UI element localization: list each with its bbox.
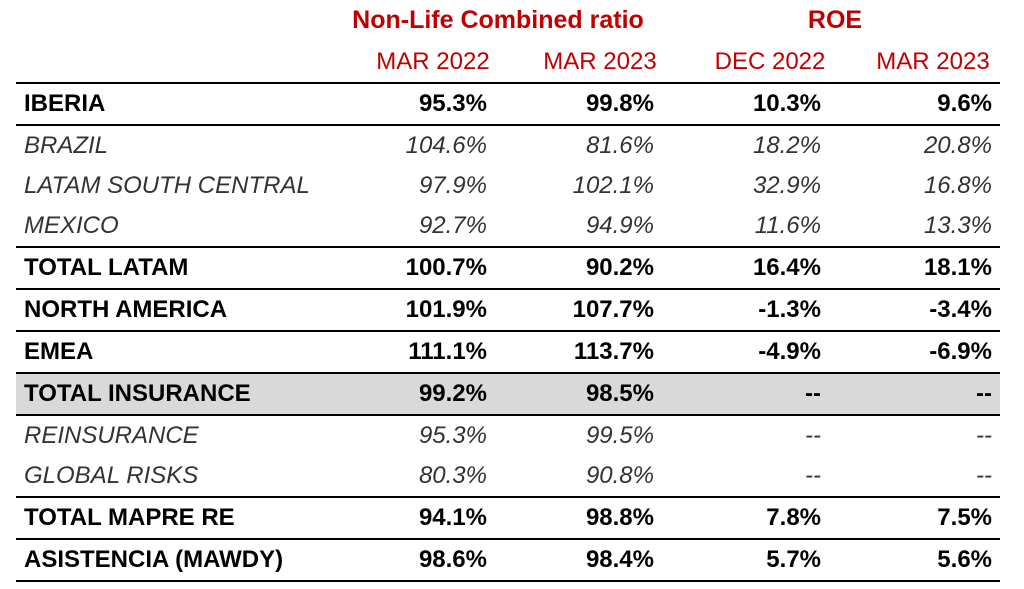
cell-value: --: [660, 372, 827, 415]
row-label: GLOBAL RISKS: [24, 462, 199, 489]
cell-value: -3.4%: [827, 288, 1000, 331]
cell-value: 90.2%: [493, 246, 660, 289]
row-label: NORTH AMERICA: [16, 288, 346, 331]
cell-value: 11.6%: [754, 212, 821, 239]
table-row: IBERIA 95.3% 99.8% 10.3% 9.6%: [16, 82, 1000, 125]
cell-value: 97.9%: [418, 172, 487, 199]
cell-value: -4.9%: [660, 330, 827, 373]
cell-value: 7.5%: [827, 496, 1000, 539]
cell-value: 80.3%: [418, 462, 487, 489]
cell-value: 98.5%: [493, 372, 660, 415]
cell-value: 13.3%: [923, 212, 992, 239]
table-row: LATAM SOUTH CENTRAL 97.9% 102.1% 32.9% 1…: [16, 166, 1000, 206]
table-row-total-insurance: TOTAL INSURANCE 99.2% 98.5% -- --: [16, 372, 1000, 415]
cell-value: 99.8%: [493, 82, 660, 125]
cell-value: 111.1%: [346, 330, 493, 373]
cell-value: 10.3%: [660, 82, 827, 125]
cell-value: 99.2%: [346, 372, 493, 415]
table-row: MEXICO 92.7% 94.9% 11.6% 13.3%: [16, 206, 1000, 247]
cell-value: 94.9%: [585, 212, 654, 239]
row-label: BRAZIL: [16, 124, 346, 166]
table-row: REINSURANCE 95.3% 99.5% -- --: [16, 414, 1000, 456]
cell-value: --: [976, 462, 992, 489]
cell-value: --: [827, 414, 1000, 456]
cell-value: 107.7%: [493, 288, 660, 331]
row-label: REINSURANCE: [16, 414, 346, 456]
cell-value: 5.7%: [660, 538, 827, 582]
cell-value: 18.2%: [660, 124, 827, 166]
header-combined-ratio: Non-Life Combined ratio: [352, 6, 644, 34]
table-row: BRAZIL 104.6% 81.6% 18.2% 20.8%: [16, 124, 1000, 166]
cell-value: 98.6%: [346, 538, 493, 582]
cell-value: --: [827, 372, 1000, 415]
cell-value: 98.8%: [493, 496, 660, 539]
cell-value: 92.7%: [418, 212, 487, 239]
cell-value: --: [805, 462, 821, 489]
cell-value: 20.8%: [827, 124, 1000, 166]
row-label: IBERIA: [16, 82, 346, 125]
cell-value: 18.1%: [827, 246, 1000, 289]
row-label: ASISTENCIA (MAWDY): [16, 538, 346, 582]
cell-value: 94.1%: [346, 496, 493, 539]
cell-value: 32.9%: [752, 172, 821, 199]
table-row: GLOBAL RISKS 80.3% 90.8% -- --: [16, 456, 1000, 497]
table-row: TOTAL LATAM 100.7% 90.2% 16.4% 18.1%: [16, 246, 1000, 289]
cell-value: 99.5%: [493, 414, 660, 456]
column-header-mar-2023-combined: MAR 2023: [543, 48, 657, 75]
cell-value: 104.6%: [346, 124, 493, 166]
cell-value: 16.4%: [660, 246, 827, 289]
cell-value: 102.1%: [572, 172, 654, 199]
row-label: TOTAL INSURANCE: [16, 372, 346, 415]
cell-value: 16.8%: [923, 172, 992, 199]
row-label: TOTAL LATAM: [16, 246, 346, 289]
cell-value: 90.8%: [585, 462, 654, 489]
row-label: EMEA: [16, 330, 346, 373]
column-header-dec-2022: DEC 2022: [714, 48, 826, 75]
cell-value: -1.3%: [660, 288, 827, 331]
row-label: LATAM SOUTH CENTRAL: [24, 172, 310, 199]
cell-value: 113.7%: [493, 330, 660, 373]
cell-value: 95.3%: [346, 414, 493, 456]
cell-value: 7.8%: [660, 496, 827, 539]
header-roe: ROE: [807, 6, 863, 34]
table-row: TOTAL MAPRE RE 94.1% 98.8% 7.8% 7.5%: [16, 496, 1000, 539]
cell-value: 9.6%: [827, 82, 1000, 125]
cell-value: 100.7%: [346, 246, 493, 289]
cell-value: --: [660, 414, 827, 456]
table-row: ASISTENCIA (MAWDY) 98.6% 98.4% 5.7% 5.6%: [16, 538, 1000, 582]
column-header-mar-2022: MAR 2022: [376, 48, 490, 75]
cell-value: 81.6%: [493, 124, 660, 166]
row-label: MEXICO: [24, 212, 119, 239]
table-row: NORTH AMERICA 101.9% 107.7% -1.3% -3.4%: [16, 288, 1000, 331]
cell-value: 101.9%: [346, 288, 493, 331]
ratio-table: IBERIA 95.3% 99.8% 10.3% 9.6% BRAZIL 104…: [16, 82, 1000, 582]
cell-value: 98.4%: [493, 538, 660, 582]
column-header-mar-2023-roe: MAR 2023: [876, 48, 990, 75]
cell-value: 95.3%: [346, 82, 493, 125]
table-row: EMEA 111.1% 113.7% -4.9% -6.9%: [16, 330, 1000, 373]
cell-value: 5.6%: [827, 538, 1000, 582]
cell-value: -6.9%: [827, 330, 1000, 373]
row-label: TOTAL MAPRE RE: [16, 496, 346, 539]
